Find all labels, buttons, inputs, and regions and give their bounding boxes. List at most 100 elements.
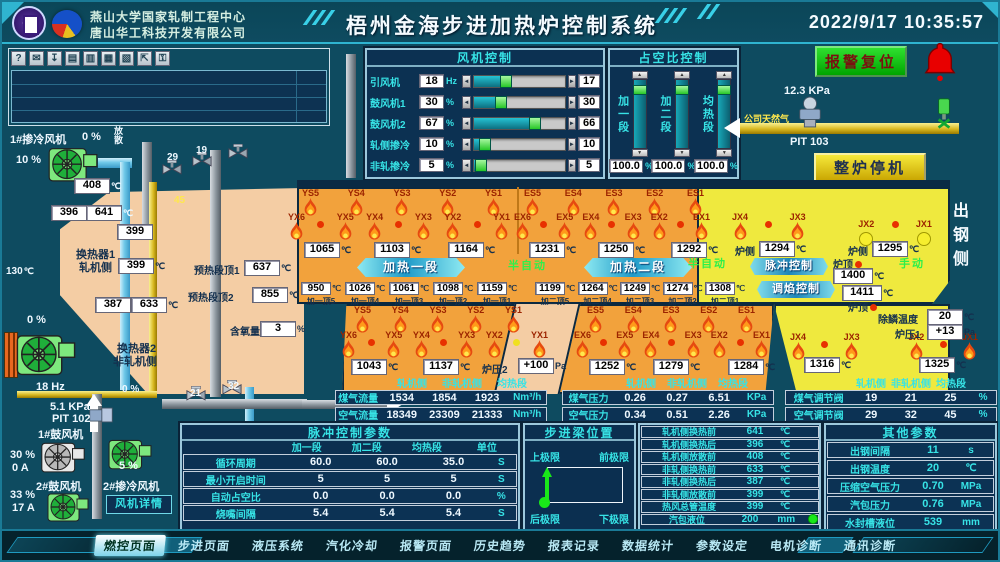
- duty-slider[interactable]: [674, 79, 689, 149]
- slider-up-button[interactable]: ▲: [631, 71, 648, 79]
- row-value: 0.0: [379, 490, 395, 502]
- slider-down-button[interactable]: ▼: [631, 149, 648, 157]
- fan-row-setpoint[interactable]: 66: [578, 116, 601, 130]
- nav-bar: 燃控页面 步进页面 液压系统 汽化冷却 报警页面 历史趋势 报表记录 数据统计 参数设定 电机诊断…: [2, 529, 998, 560]
- fan-slider[interactable]: [472, 137, 566, 151]
- flame-control-button[interactable]: 调焰控制: [757, 281, 835, 298]
- fan-row-setpoint[interactable]: 10: [578, 137, 601, 151]
- table-header: 均热段: [936, 378, 966, 390]
- duty-value[interactable]: 100.0: [609, 159, 644, 173]
- alarm-reset-button[interactable]: 报警复位: [815, 46, 907, 77]
- slider-left-button[interactable]: ◄: [462, 74, 471, 88]
- burner-label: ES4: [624, 305, 642, 315]
- tab-8[interactable]: 参数设定: [695, 539, 749, 553]
- fan-row-setpoint[interactable]: 17: [578, 74, 601, 88]
- tab-2[interactable]: 液压系统: [251, 539, 305, 553]
- tab-1[interactable]: 步进页面: [177, 539, 231, 553]
- pulse-control-button[interactable]: 脉冲控制: [750, 258, 828, 275]
- duty-slider[interactable]: [717, 79, 732, 149]
- beam-position-panel: 步进梁位置 上极限 前极限 后极限 下极限: [523, 423, 636, 532]
- valve-icon[interactable]: [162, 160, 182, 180]
- furnace-stop-button[interactable]: 整炉停机: [814, 153, 926, 183]
- row-value: 23309: [429, 408, 460, 421]
- duty-slider[interactable]: [632, 79, 647, 149]
- slider-thumb[interactable]: [674, 85, 689, 95]
- alarm-bell-icon[interactable]: [923, 42, 957, 82]
- fan-row-setpoint[interactable]: 5: [578, 158, 601, 172]
- preheat2-label: 预热段顶2: [188, 293, 234, 304]
- temp-list-table: 轧机侧换热前 641 ℃ 轧机侧换热后 396 ℃ 轧机侧放散前 408 ℃ 非轧侧换热前 633 ℃…: [641, 426, 819, 526]
- table-header: 加一段: [291, 442, 322, 454]
- slider-thumb[interactable]: [499, 74, 512, 88]
- tab-3[interactable]: 汽化冷却: [325, 539, 379, 553]
- slider-up-button[interactable]: ▲: [716, 71, 733, 79]
- slider-right-button[interactable]: ►: [567, 95, 577, 109]
- slider-thumb[interactable]: [717, 85, 732, 95]
- slider-right-button[interactable]: ►: [567, 116, 577, 130]
- row-label: 热风总管温度: [661, 502, 716, 513]
- duty-value[interactable]: 100.0: [651, 159, 686, 173]
- help-icon[interactable]: ?: [11, 51, 26, 66]
- slider-up-button[interactable]: ▲: [673, 71, 690, 79]
- tab-7[interactable]: 数据统计: [621, 539, 675, 553]
- row-label: 空气压力: [568, 411, 609, 422]
- valve-icon[interactable]: [228, 144, 248, 164]
- slider-down-button[interactable]: ▼: [716, 149, 733, 157]
- duty-value[interactable]: 100.0: [693, 159, 728, 173]
- export-icon[interactable]: ⇱: [137, 51, 152, 66]
- slider-left-button[interactable]: ◄: [462, 116, 471, 130]
- tab-6[interactable]: 报表记录: [547, 539, 601, 553]
- alarm-list[interactable]: [11, 70, 327, 123]
- burner-ys1: YS1: [485, 189, 502, 222]
- duty-slider-0: 加一段 ▲ ▼ 100.0%: [609, 71, 653, 173]
- ceiling-temp-value: 1264: [577, 282, 608, 295]
- slider-left-button[interactable]: ◄: [462, 95, 471, 109]
- valve-icon[interactable]: [192, 152, 212, 172]
- fan-slider[interactable]: [472, 74, 566, 88]
- slider-left-button[interactable]: ◄: [462, 137, 471, 151]
- row-value: 21: [904, 391, 917, 404]
- fan-row-setpoint[interactable]: 30: [578, 95, 601, 109]
- fan-row-label: 轧侧掺冷: [370, 140, 410, 152]
- row-label: 水封槽液位: [845, 518, 895, 530]
- chart-icon[interactable]: ▥: [83, 51, 98, 66]
- slider-thumb[interactable]: [632, 85, 647, 95]
- tab-4[interactable]: 报警页面: [399, 539, 453, 553]
- slider-thumb[interactable]: [475, 158, 488, 172]
- download-icon[interactable]: ↧: [47, 51, 62, 66]
- tab-0[interactable]: 燃控页面: [93, 535, 167, 556]
- lock-icon[interactable]: ⚿: [155, 51, 170, 66]
- valve-icon[interactable]: [222, 380, 242, 400]
- report-icon[interactable]: ▦: [101, 51, 116, 66]
- fan-details-button[interactable]: 风机详情: [106, 495, 172, 514]
- tab-9[interactable]: 电机诊断: [769, 539, 823, 553]
- gas-valve-icon[interactable]: [935, 96, 953, 139]
- slider-thumb[interactable]: [528, 116, 541, 130]
- slider-thumb[interactable]: [494, 95, 507, 109]
- slider-down-button[interactable]: ▼: [673, 149, 690, 157]
- burner-indicator-dot: [821, 341, 829, 348]
- slider-right-button[interactable]: ►: [567, 158, 577, 172]
- slider-left-button[interactable]: ◄: [462, 158, 471, 172]
- fan-slider[interactable]: [472, 158, 566, 172]
- mode-soak: 手动: [899, 258, 925, 270]
- slider-right-button[interactable]: ►: [567, 74, 577, 88]
- flame-icon: [506, 315, 521, 339]
- ceiling-temp: 1098 ℃ 加一顶2: [432, 282, 474, 307]
- fan-slider[interactable]: [472, 95, 566, 109]
- window-icon[interactable]: ▧: [119, 51, 134, 66]
- num-29: 29: [167, 152, 179, 163]
- flame-icon: [626, 222, 641, 246]
- tab-5[interactable]: 历史趋势: [473, 539, 527, 553]
- mail-icon[interactable]: ✉: [29, 51, 44, 66]
- flame-icon: [688, 198, 703, 222]
- burner-indicator-dot: [513, 339, 521, 346]
- burner-yx2: YX2: [486, 331, 503, 364]
- valve-icon[interactable]: [186, 386, 206, 406]
- slider-right-button[interactable]: ►: [567, 137, 577, 151]
- fan-slider[interactable]: [472, 116, 566, 130]
- slider-thumb[interactable]: [478, 137, 491, 151]
- burner-yx1: YX1: [531, 331, 548, 364]
- folder-icon[interactable]: ▤: [65, 51, 80, 66]
- tab-10[interactable]: 通讯诊断: [843, 539, 897, 553]
